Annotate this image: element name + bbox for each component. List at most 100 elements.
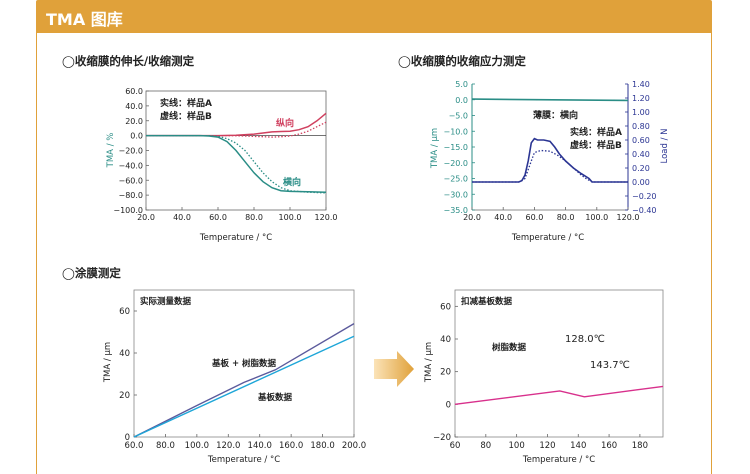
y-tick-label: −35.0	[443, 206, 468, 215]
legend-dotted: 虚线：样品B	[160, 110, 212, 122]
y-tick-label: −30.0	[443, 190, 468, 199]
y-tick-label: 20.0	[125, 117, 143, 126]
series-line	[133, 322, 355, 438]
y2-tick-label: 0.60	[632, 136, 650, 145]
legend-solid: 实线：样品A	[570, 126, 622, 138]
chart-title: 实际测量数据	[140, 296, 192, 307]
x-tick-label: 60.0	[209, 213, 227, 222]
y-tick-label: 0	[446, 400, 451, 410]
series-line	[146, 112, 327, 137]
x-tick-label: 60.0	[125, 441, 144, 451]
label-substrate-resin: 基板 + 树脂数据	[211, 358, 277, 369]
y-axis-label: TMA / %	[106, 133, 116, 169]
label-resin: 树脂数据	[492, 342, 527, 353]
y-tick-label: −15.0	[443, 143, 468, 152]
header-bar: TMA 图库	[36, 0, 712, 33]
x-tick-label: 120	[539, 441, 555, 451]
y-tick-label: −60.0	[118, 176, 143, 185]
chart-elongation: 20.0 40.0 60.0 80.0 100.0 120.0 60.0 40.0 20.0 0.…	[106, 87, 337, 243]
y-tick-label: −40.0	[118, 161, 143, 170]
x-tick-label: 140	[570, 441, 586, 451]
y-tick-label: 40.0	[125, 102, 143, 111]
y2-tick-label: 0.40	[632, 150, 650, 159]
x-tick-label: 80	[480, 441, 491, 451]
y-tick-label: −20	[433, 433, 451, 443]
content-frame	[36, 33, 712, 474]
x-tick-label: 140.0	[248, 441, 272, 451]
x-tick-label: 80.0	[557, 213, 575, 222]
y-tick-label: −5.0	[449, 112, 468, 121]
x-axis-label: Temperature / °C	[511, 233, 584, 243]
arrow-icon	[374, 351, 414, 387]
y-tick-label: 40	[119, 349, 130, 359]
legend-dotted: 虚线：样品B	[570, 139, 622, 151]
x-tick-label: 80.0	[245, 213, 263, 222]
annotation-film: 薄膜：横向	[533, 109, 578, 121]
x-axis-label: Temperature / °C	[199, 233, 272, 243]
y-tick-label: −80.0	[118, 191, 143, 200]
y2-axis-label: Load / N	[660, 128, 670, 163]
series-line	[471, 98, 629, 102]
x-tick-label: 20.0	[463, 213, 481, 222]
x-tick-label: 100.0	[585, 213, 608, 222]
x-tick-label: 120.0	[617, 213, 640, 222]
y-tick-label: −20.0	[118, 147, 143, 156]
annotation-onset-1: 128.0℃	[565, 334, 605, 345]
section-title-coating: ◯涂膜测定	[62, 266, 121, 280]
x-tick-label: 100	[509, 441, 525, 451]
x-tick-label: 120.0	[315, 213, 338, 222]
y2-tick-label: 1.40	[632, 80, 650, 89]
y-tick-label: 20	[440, 368, 451, 378]
chart-title: 扣减基板数据	[461, 296, 513, 307]
header-title: TMA 图库	[46, 10, 123, 29]
x-tick-label: 160.0	[279, 441, 303, 451]
annotation-transverse: 横向	[283, 176, 301, 188]
chart-stress: 20.0 40.0 60.0 80.0 100.0 120.0 5.0 0.0 −5.0 −10.…	[430, 80, 670, 243]
y-tick-label: 0.0	[455, 96, 468, 105]
x-tick-label: 200.0	[342, 441, 366, 451]
y2-tick-label: 0.20	[632, 164, 650, 173]
y-tick-label: 20	[119, 391, 130, 401]
x-tick-label: 100.0	[279, 213, 302, 222]
y-tick-label: −20.0	[443, 159, 468, 168]
y-tick-label: 0	[125, 433, 130, 443]
y2-tick-label: 0.80	[632, 122, 650, 131]
x-axis-label: Temperature / °C	[207, 455, 280, 465]
y-tick-label: 60.0	[125, 87, 143, 96]
series-line	[133, 335, 355, 438]
legend-solid: 实线：样品A	[160, 97, 212, 109]
y2-tick-label: 0.00	[632, 178, 650, 187]
y-axis-label: TMA / μm	[103, 342, 113, 383]
x-tick-label: 40.0	[494, 213, 512, 222]
section-title-elongation: ◯收缩膜的伸长/收缩测定	[62, 54, 195, 68]
x-tick-label: 40.0	[173, 213, 191, 222]
x-tick-label: 100.0	[185, 441, 209, 451]
y-tick-label: −25.0	[443, 175, 468, 184]
y2-tick-label: 1.20	[632, 94, 650, 103]
y-axis-label: TMA / μm	[424, 342, 434, 383]
y-tick-label: 40	[440, 335, 451, 345]
y-tick-label: −10.0	[443, 127, 468, 136]
y-axis-label: TMA / μm	[430, 128, 440, 169]
plot-frame	[133, 289, 355, 438]
series-line	[454, 385, 664, 405]
y-tick-label: 60	[119, 307, 130, 317]
x-tick-label: 120.0	[216, 441, 240, 451]
x-tick-label: 60	[450, 441, 461, 451]
y-tick-label: 5.0	[455, 80, 468, 89]
y2-tick-label: −0.20	[632, 192, 657, 201]
y2-tick-label: 1.00	[632, 108, 650, 117]
section-title-stress: ◯收缩膜的收缩应力测定	[398, 54, 526, 68]
x-tick-label: 180.0	[310, 441, 334, 451]
x-axis-label: Temperature / °C	[522, 455, 595, 465]
x-tick-label: 60.0	[525, 213, 543, 222]
series-line	[146, 134, 327, 193]
x-tick-label: 160	[601, 441, 617, 451]
chart-raw: 60.0 80.0 100.0 120.0 140.0 160.0 180.0 200.0 60…	[103, 289, 366, 465]
y2-tick-label: −0.40	[632, 206, 657, 215]
y-tick-label: 0.0	[130, 132, 143, 141]
x-tick-label: 20.0	[137, 213, 155, 222]
arrow-shape	[374, 351, 414, 387]
